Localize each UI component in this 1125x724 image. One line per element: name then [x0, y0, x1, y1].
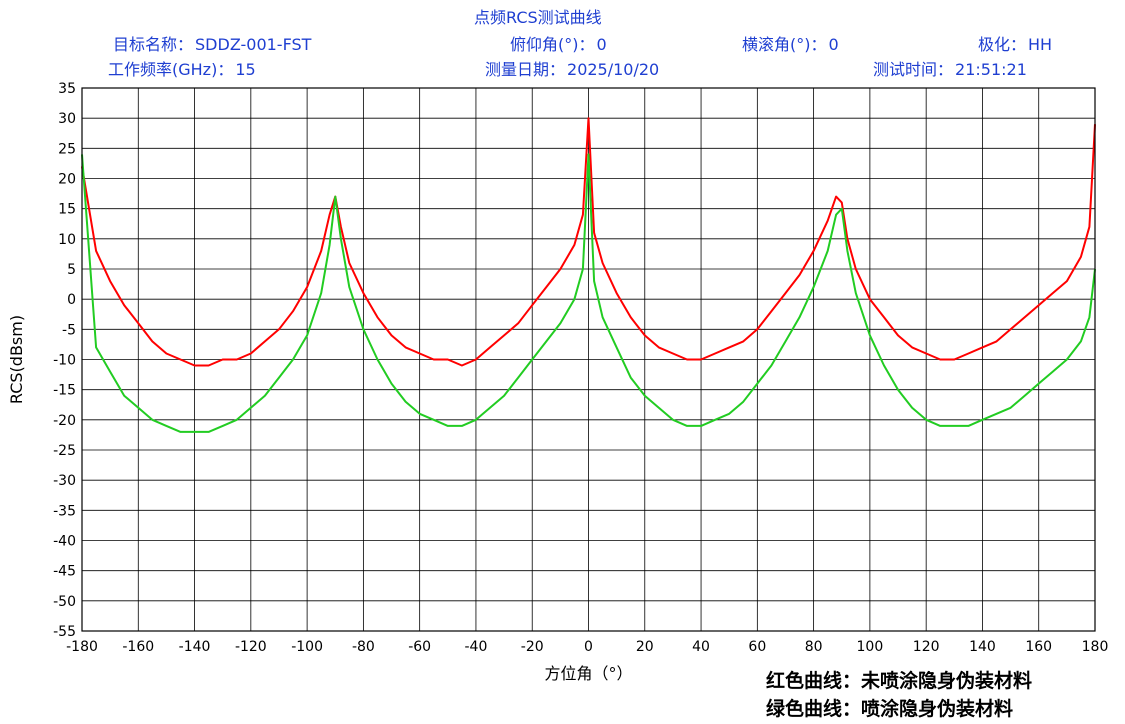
x-tick-label: -160: [122, 639, 154, 655]
measure-date-value: 2025/10/20: [567, 60, 660, 79]
test-time-value: 21:51:21: [955, 60, 1027, 79]
x-tick-label: -140: [179, 639, 211, 655]
polarization-value: HH: [1028, 35, 1053, 54]
x-tick-label: -20: [521, 639, 544, 655]
x-tick-label: 120: [913, 639, 940, 655]
x-tick-label: -40: [465, 639, 488, 655]
frequency-value: 15: [235, 60, 256, 79]
tick-labels: -180 -160 -140 -120 -100 -80 -60 -40 -20 0 20 40 60 8…: [53, 81, 1108, 655]
y-tick-label: 10: [58, 232, 76, 248]
y-tick-label: -30: [53, 473, 76, 489]
x-tick-label: 180: [1082, 639, 1109, 655]
polarization-field: 极化： HH: [978, 35, 1052, 55]
y-tick-label: -35: [53, 503, 76, 519]
test-time-label: 测试时间：: [873, 60, 954, 79]
x-tick-label: 40: [692, 639, 710, 655]
target-name-field: 目标名称： SDDZ-001-FST: [113, 35, 311, 55]
measure-date-field: 测量日期： 2025/10/20: [485, 60, 659, 80]
y-tick-label: -40: [53, 534, 76, 550]
x-tick-label: 20: [636, 639, 654, 655]
target-name-value: SDDZ-001-FST: [195, 35, 312, 54]
red-series-line: [81, 117, 1096, 367]
y-tick-label: -15: [53, 383, 76, 399]
test-time-field: 测试时间： 21:51:21: [873, 60, 1027, 80]
roll-angle-field: 横滚角(°)： 0: [742, 35, 839, 55]
frequency-field: 工作频率(GHz)： 15: [108, 60, 256, 80]
green-curve-note: 绿色曲线：喷涂隐身伪装材料: [766, 698, 1014, 720]
polarization-label: 极化：: [978, 35, 1027, 54]
x-tick-label: 100: [857, 639, 884, 655]
y-tick-label: -10: [53, 353, 76, 369]
y-tick-label: -20: [53, 413, 76, 429]
roll-angle-value: 0: [828, 35, 839, 54]
y-tick-label: -5: [62, 322, 76, 338]
y-tick-label: 35: [58, 81, 76, 97]
chart-title: 点频RCS测试曲线: [474, 8, 602, 27]
x-axis-title: 方位角（°）: [544, 664, 632, 683]
pitch-angle-label: 俯仰角(°)：: [510, 35, 595, 54]
pitch-angle-value: 0: [596, 35, 607, 54]
x-tick-label: 160: [1025, 639, 1052, 655]
y-axis-title: RCS(dBsm): [7, 315, 26, 404]
measure-date-label: 测量日期：: [485, 60, 566, 79]
frequency-label: 工作频率(GHz)：: [108, 60, 234, 79]
pitch-angle-field: 俯仰角(°)： 0: [510, 35, 607, 55]
y-tick-label: -25: [53, 443, 76, 459]
y-tick-label: 0: [67, 292, 76, 308]
x-tick-label: -60: [408, 639, 431, 655]
y-tick-label: -50: [53, 594, 76, 610]
red-curve-note: 红色曲线：未喷涂隐身伪装材料: [766, 670, 1033, 692]
y-tick-label: 15: [58, 202, 76, 218]
y-tick-label: 30: [58, 111, 76, 127]
series-layer: [81, 117, 1096, 433]
x-tick-label: -180: [66, 639, 98, 655]
plot-frame: [81, 87, 1096, 632]
y-tick-label: -45: [53, 564, 76, 580]
x-tick-label: 0: [584, 639, 593, 655]
roll-angle-label: 横滚角(°)：: [742, 35, 827, 54]
x-tick-label: 140: [969, 639, 996, 655]
x-tick-label: -120: [235, 639, 267, 655]
y-tick-label: 25: [58, 141, 76, 157]
x-tick-label: 60: [748, 639, 766, 655]
x-tick-label: 80: [805, 639, 823, 655]
y-tick-label: -55: [53, 624, 76, 640]
x-tick-label: -80: [352, 639, 375, 655]
green-series-line: [81, 153, 1096, 433]
x-tick-label: -100: [291, 639, 323, 655]
y-tick-label: 5: [67, 262, 76, 278]
target-name-label: 目标名称：: [113, 35, 194, 54]
y-tick-label: 20: [58, 172, 76, 188]
